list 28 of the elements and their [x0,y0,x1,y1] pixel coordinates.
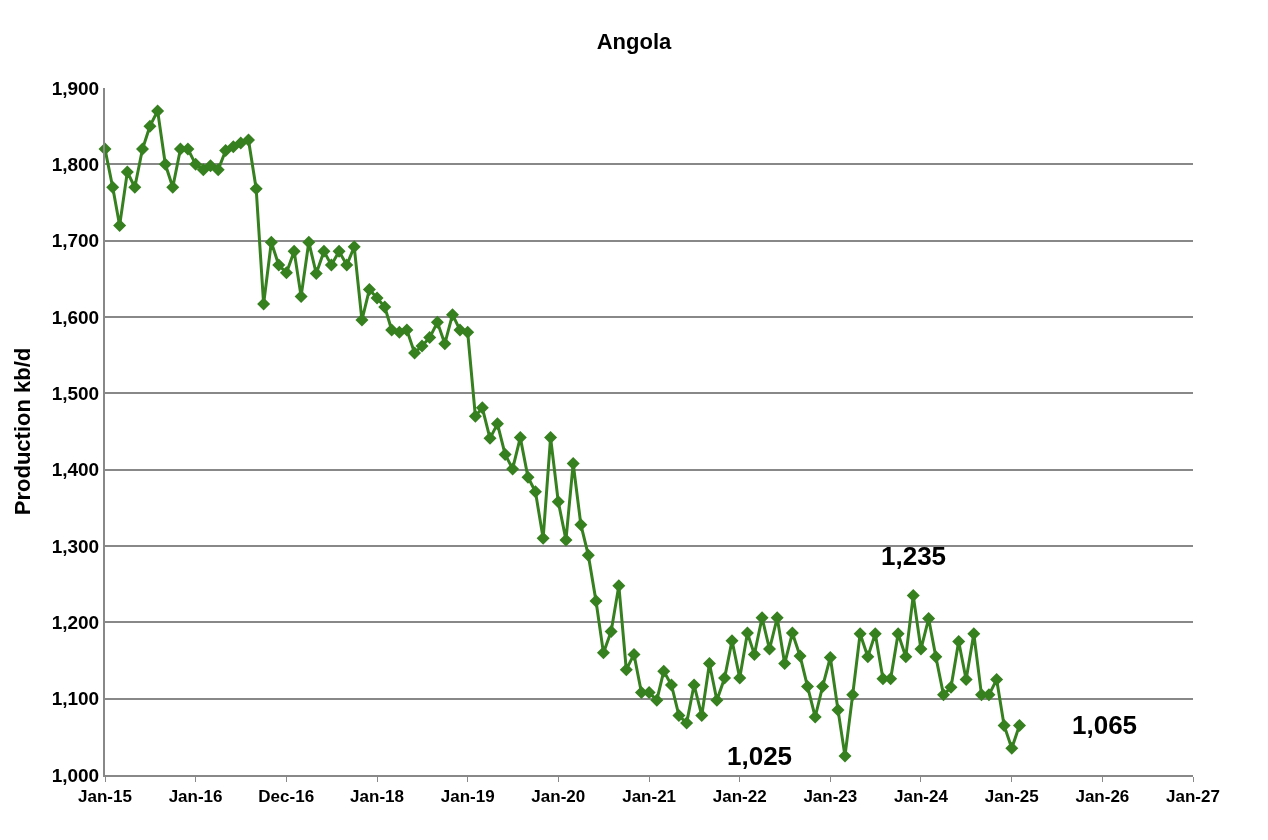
x-tick-label: Jan-18 [350,787,404,807]
x-tick-label: Jan-21 [622,787,677,807]
y-tick-label: 1,000 [51,764,100,786]
x-tick-label: Jan-20 [531,787,586,807]
y-tick-label: 1,100 [51,688,100,710]
x-tick-label: Jan-23 [803,787,858,807]
y-tick-label: 1,900 [51,77,100,99]
y-tick-label: 1,200 [51,611,100,633]
y-tick-label: 1,300 [51,535,100,557]
annotation: 1,235 [881,541,947,571]
annotation: 1,025 [727,741,793,771]
y-tick-label: 1,500 [51,382,100,404]
y-tick-label: 1,700 [51,230,100,252]
x-tick-label: Jan-15 [78,787,132,807]
x-tick-label: Dec-16 [258,787,315,807]
x-tick-label: Jan-25 [984,787,1039,807]
x-tick-label: Jan-24 [894,787,949,807]
y-axis-title: Production kb/d [9,347,35,516]
y-tick-label: 1,800 [51,153,100,175]
x-tick-label: Jan-19 [440,787,495,807]
x-tick-label: Jan-22 [712,787,767,807]
x-tick-label: Jan-26 [1075,787,1130,807]
y-tick-label: 1,600 [51,306,100,328]
x-tick-label: Jan-27 [1166,787,1220,807]
x-tick-label: Jan-16 [168,787,223,807]
chart-title: Angola [596,29,673,54]
y-tick-label: 1,400 [51,459,100,481]
annotation: 1,065 [1072,710,1138,740]
